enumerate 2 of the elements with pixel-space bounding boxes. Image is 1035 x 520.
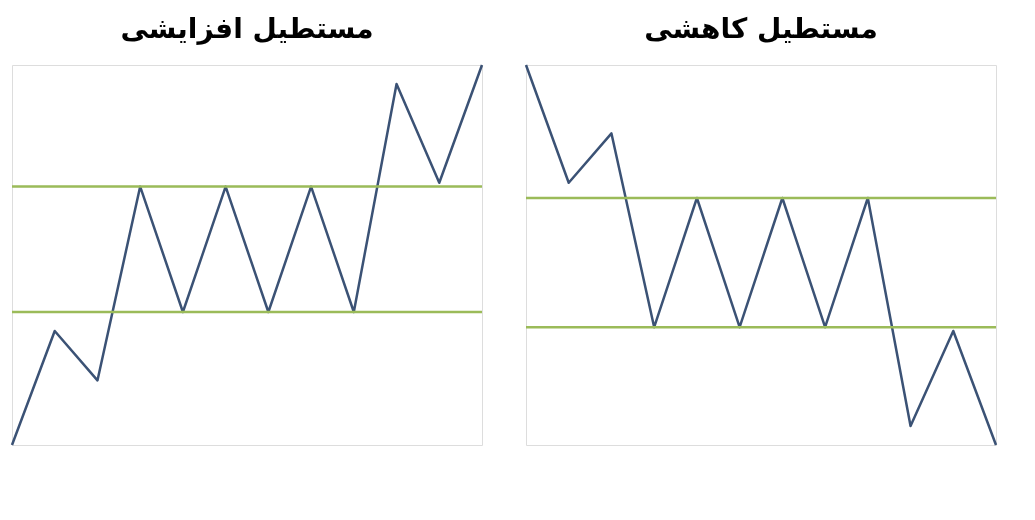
chart-title: مستطیل افزایشی <box>120 11 374 45</box>
chart-title: مستطیل کاهشی <box>644 11 878 45</box>
